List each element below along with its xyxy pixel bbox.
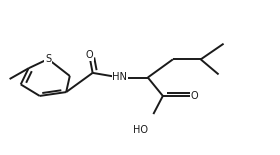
Text: O: O: [85, 50, 93, 60]
Text: S: S: [45, 54, 51, 64]
Text: HO: HO: [132, 125, 148, 135]
Text: HN: HN: [113, 73, 127, 82]
Text: O: O: [190, 91, 198, 101]
